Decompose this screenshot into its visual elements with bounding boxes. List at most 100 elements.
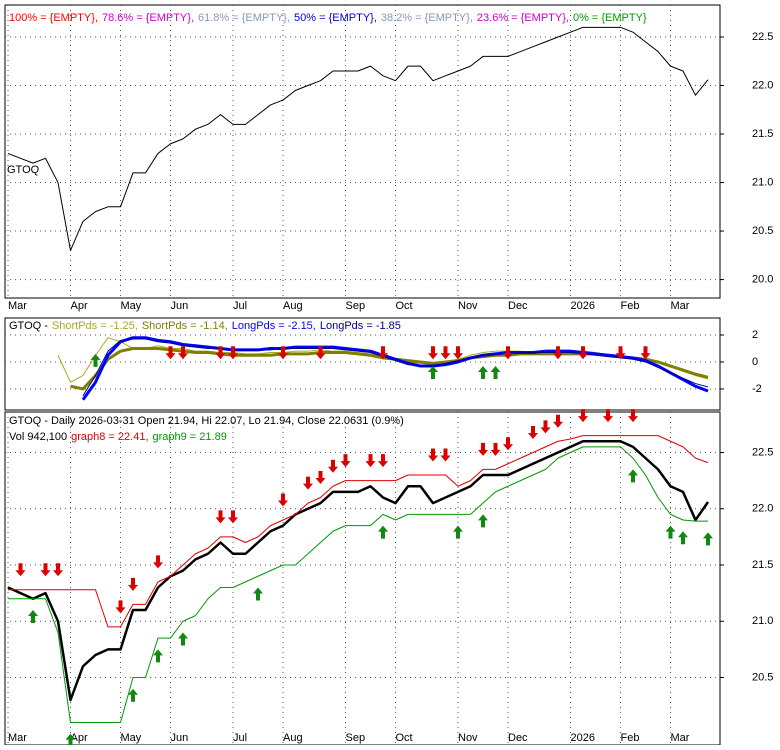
sell-arrow bbox=[378, 454, 388, 468]
y-tick-label: 22.0 bbox=[752, 503, 773, 515]
panel bbox=[4, 317, 721, 411]
sell-arrow bbox=[378, 346, 388, 360]
legend-entry: LongPds = -1.85 bbox=[320, 320, 401, 332]
x-tick-label: Jun bbox=[171, 300, 189, 312]
y-tick-label: 2 bbox=[752, 329, 758, 341]
x-tick-label: Sep bbox=[346, 300, 366, 312]
sell-arrow bbox=[478, 442, 488, 456]
legend-entry: LongPds = -2.15, bbox=[232, 320, 316, 332]
legend-entry: 50% = {EMPTY}, bbox=[294, 12, 377, 24]
legend: GTOQ - ShortPds = -1.25, ShortPds = -1.14,… bbox=[9, 320, 401, 332]
buy-arrow bbox=[628, 469, 638, 483]
buy-arrow bbox=[28, 610, 38, 623]
chart-title: GTOQ bbox=[7, 164, 40, 176]
x-tick-label: 2026 bbox=[571, 732, 595, 744]
sell-arrow bbox=[278, 346, 288, 360]
x-tick-label: Aug bbox=[283, 732, 303, 744]
sell-arrow bbox=[15, 563, 26, 577]
y-tick-label: 21.5 bbox=[752, 128, 773, 140]
sell-arrow bbox=[528, 426, 538, 439]
sell-arrow bbox=[578, 346, 588, 360]
y-tick-label: 21.0 bbox=[752, 615, 773, 627]
sell-arrow bbox=[128, 577, 138, 591]
buy-arrow bbox=[678, 531, 688, 545]
x-tick-label: Apr bbox=[71, 300, 88, 312]
y-tick-label: 20.5 bbox=[752, 671, 773, 683]
x-tick-label: Mar bbox=[671, 732, 690, 744]
x-tick-label: Aug bbox=[283, 300, 303, 312]
series-line bbox=[7, 440, 710, 702]
sell-arrow bbox=[453, 346, 463, 360]
buy-arrow bbox=[478, 366, 488, 380]
x-tick-label: Mar bbox=[671, 300, 690, 312]
series-line bbox=[8, 446, 708, 723]
legend-entry: 38.2% = {EMPTY}, bbox=[381, 12, 473, 24]
x-tick-label: Feb bbox=[621, 300, 640, 312]
sell-arrow bbox=[115, 600, 126, 614]
sell-arrow bbox=[365, 454, 376, 468]
legend-entry: 23.6% = {EMPTY}, bbox=[477, 12, 569, 24]
buy-arrow bbox=[178, 632, 188, 646]
legend-entry: graph9 = 21.89 bbox=[153, 431, 227, 443]
x-tick-label: May bbox=[121, 300, 142, 312]
series-line bbox=[7, 26, 709, 251]
legend-entry: ShortPds = -1.14, bbox=[142, 320, 228, 332]
x-tick-label: Apr bbox=[71, 732, 88, 744]
y-tick-label: 0 bbox=[752, 356, 758, 368]
buy-arrow bbox=[490, 366, 501, 380]
buy-arrow bbox=[65, 733, 76, 747]
legend-entry: 100% = {EMPTY}, bbox=[9, 12, 98, 24]
sell-arrow bbox=[228, 510, 238, 524]
chart-title: GTOQ - Daily 2026-03-31 Open 21.94, Hi 2… bbox=[9, 415, 404, 427]
sell-arrow bbox=[490, 442, 501, 456]
sell-arrow bbox=[178, 346, 188, 360]
sell-arrow bbox=[540, 420, 551, 434]
buy-arrow bbox=[453, 525, 463, 539]
x-tick-label: Nov bbox=[458, 300, 478, 312]
sell-arrow bbox=[215, 346, 226, 360]
legend-entry: GTOQ - bbox=[9, 320, 48, 332]
y-tick-label: 21.5 bbox=[752, 559, 773, 571]
buy-arrow bbox=[428, 366, 438, 380]
buy-arrow bbox=[153, 649, 163, 663]
y-tick-label: 22.0 bbox=[752, 79, 773, 91]
y-tick-label: 22.5 bbox=[752, 446, 773, 458]
sell-arrow bbox=[328, 459, 338, 473]
sell-arrow bbox=[440, 346, 451, 360]
y-tick-label: 22.5 bbox=[752, 31, 773, 43]
y-tick-label: -2 bbox=[752, 383, 762, 395]
legend-entry: Vol 942,100 bbox=[9, 431, 67, 443]
sell-arrow bbox=[640, 346, 651, 360]
sell-arrow bbox=[503, 346, 513, 360]
sell-arrow bbox=[553, 414, 563, 428]
sell-arrow bbox=[228, 346, 238, 360]
sell-arrow bbox=[215, 510, 226, 524]
legend-entry: 61.8% = {EMPTY}, bbox=[198, 12, 290, 24]
legend-entry: ShortPds = -1.25, bbox=[52, 320, 138, 332]
buy-arrow bbox=[378, 525, 388, 539]
sell-arrow bbox=[440, 448, 451, 462]
buy-arrow bbox=[253, 587, 263, 601]
x-tick-label: Oct bbox=[396, 732, 413, 744]
sell-arrow bbox=[315, 471, 326, 484]
x-tick-label: Dec bbox=[508, 732, 528, 744]
x-tick-label: Nov bbox=[458, 732, 478, 744]
x-tick-label: 2026 bbox=[571, 300, 595, 312]
x-tick-label: Jul bbox=[233, 732, 247, 744]
series-line bbox=[8, 435, 709, 628]
legend: 100% = {EMPTY}, 78.6% = {EMPTY}, 61.8% = {… bbox=[9, 12, 647, 24]
sell-arrow bbox=[603, 409, 613, 423]
buy-arrow bbox=[665, 525, 676, 539]
series-line bbox=[82, 338, 709, 396]
y-tick-label: 20.5 bbox=[752, 225, 773, 237]
sell-arrow bbox=[428, 346, 438, 360]
legend: Vol 942,100 graph8 = 22.41, graph9 = 21.89 bbox=[9, 431, 227, 443]
sell-arrow bbox=[628, 409, 638, 423]
sell-arrow bbox=[53, 563, 63, 577]
x-tick-label: Mar bbox=[8, 300, 27, 312]
x-tick-label: Jun bbox=[171, 732, 189, 744]
sell-arrow bbox=[153, 555, 163, 569]
y-tick-label: 21.0 bbox=[752, 176, 773, 188]
panel bbox=[4, 4, 721, 299]
